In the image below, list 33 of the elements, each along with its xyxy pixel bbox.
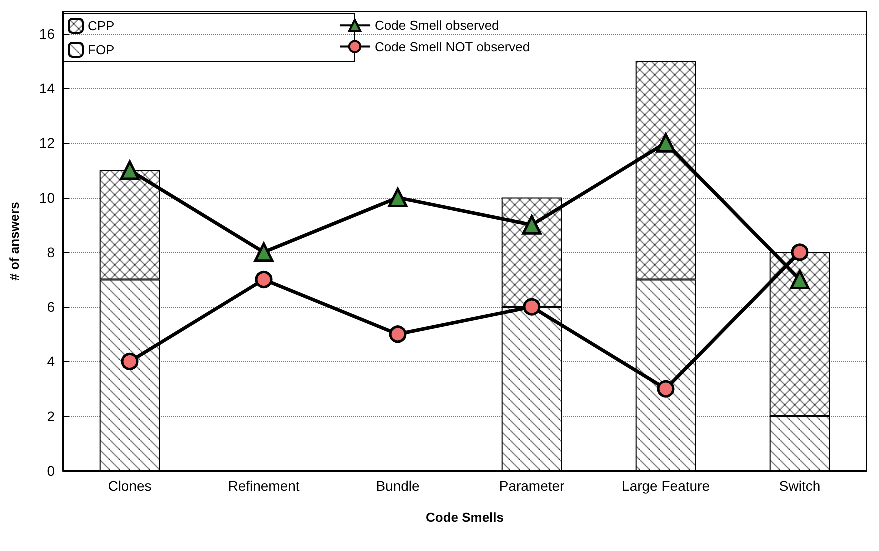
point (790, 270, 810, 290)
point (254, 242, 274, 262)
y-tick-label: 6 (47, 299, 56, 316)
x-tick-label: Parameter (499, 478, 566, 494)
point (656, 133, 676, 153)
point (523, 298, 541, 316)
x-tick-label: Large Feature (622, 478, 710, 494)
point (389, 326, 407, 344)
point (388, 188, 408, 208)
y-axis-title: # of answers (7, 202, 22, 281)
legend-label: Code Smell observed (375, 18, 500, 34)
y-tick-label: 8 (47, 244, 56, 260)
x-tick-label: Refinement (228, 478, 300, 494)
point (791, 244, 809, 262)
y-tick-label: 14 (39, 80, 56, 96)
point (657, 380, 675, 398)
y-tick-label: 12 (39, 135, 56, 152)
x-axis-title: Code Smells (426, 510, 504, 525)
y-tick-label: 16 (39, 26, 56, 42)
x-tick-label: Clones (108, 478, 152, 494)
point (522, 215, 542, 235)
y-tick-label: 10 (39, 190, 56, 206)
legend-label: CPP (88, 18, 115, 34)
legend-label: Code Smell NOT observed (375, 39, 530, 54)
legend-label: FOP (88, 42, 115, 58)
point (121, 352, 139, 370)
y-tick-label: 4 (47, 354, 56, 370)
y-tick-label: 0 (47, 463, 56, 479)
x-tick-label: Switch (779, 478, 821, 494)
point (255, 271, 273, 288)
y-tick-label: 2 (47, 408, 56, 424)
point (120, 160, 140, 180)
x-tick-label: Bundle (376, 478, 420, 494)
